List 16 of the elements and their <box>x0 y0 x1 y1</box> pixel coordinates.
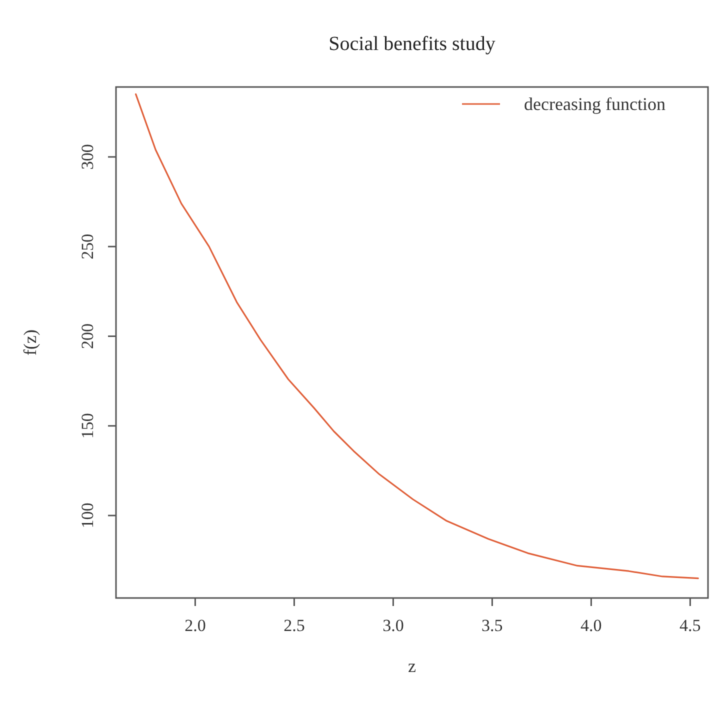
y-tick-label: 100 <box>78 502 97 528</box>
y-tick-label: 250 <box>78 234 97 260</box>
x-tick-label: 3.5 <box>482 616 503 635</box>
chart-title: Social benefits study <box>328 33 496 55</box>
y-tick-label: 200 <box>78 323 97 349</box>
y-axis-title: f(z) <box>20 330 40 356</box>
x-tick-label: 4.5 <box>680 616 701 635</box>
x-tick-label: 4.0 <box>580 616 602 635</box>
legend-label: decreasing function <box>524 94 666 114</box>
x-axis-title: z <box>408 656 416 676</box>
y-tick-label: 300 <box>78 144 97 170</box>
x-tick-label: 2.0 <box>184 616 206 635</box>
y-tick-label: 150 <box>78 413 97 439</box>
line-series <box>135 93 699 580</box>
x-tick-label: 2.5 <box>284 616 305 635</box>
x-tick-label: 3.0 <box>382 616 404 635</box>
